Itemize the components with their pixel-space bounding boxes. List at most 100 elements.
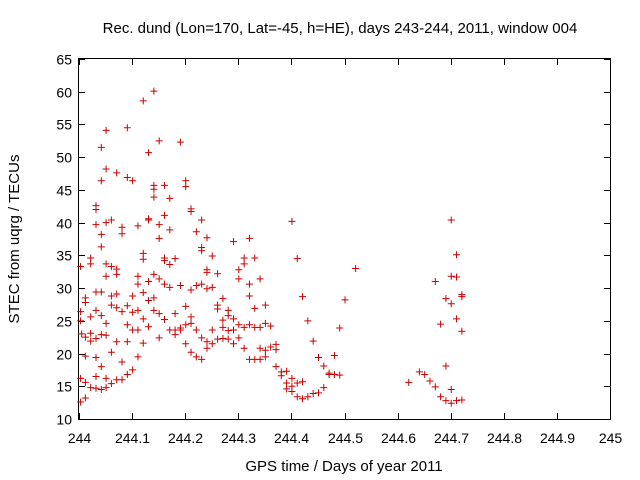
data-point	[102, 384, 110, 392]
data-point	[123, 321, 131, 329]
data-point	[304, 393, 312, 401]
data-point	[442, 397, 450, 405]
data-point	[77, 308, 85, 316]
data-point	[235, 275, 243, 283]
data-point	[139, 289, 147, 297]
data-point	[447, 272, 455, 280]
data-point	[198, 247, 206, 255]
data-point	[102, 165, 110, 173]
data-point	[251, 304, 259, 312]
x-tick-label: 244.4	[274, 430, 309, 446]
data-point	[293, 393, 301, 401]
data-point	[299, 378, 307, 386]
data-point	[81, 333, 89, 341]
data-point	[87, 337, 95, 345]
data-point	[160, 211, 168, 219]
data-point	[139, 249, 147, 257]
data-point	[113, 290, 121, 298]
data-point	[192, 281, 200, 289]
data-point	[139, 255, 147, 263]
data-point	[87, 384, 95, 392]
data-point	[198, 355, 206, 363]
data-point	[198, 334, 206, 342]
data-point	[107, 380, 115, 388]
data-point	[235, 266, 243, 274]
y-tick-label: 25	[56, 314, 72, 330]
data-point	[447, 399, 455, 407]
data-point	[293, 255, 301, 263]
data-point	[219, 323, 227, 331]
data-point	[134, 353, 142, 361]
data-point	[87, 329, 95, 337]
data-point	[97, 288, 105, 296]
data-point	[224, 335, 232, 343]
y-tick-label: 30	[56, 281, 72, 297]
data-point	[134, 326, 142, 334]
y-tick-label: 50	[56, 150, 72, 166]
data-point	[81, 352, 89, 360]
data-point	[113, 169, 121, 177]
chart-title: Rec. dund (Lon=170, Lat=-45, h=HE), days…	[103, 20, 578, 37]
data-point	[187, 348, 195, 356]
data-point	[352, 264, 360, 272]
data-point	[107, 292, 115, 300]
y-axis-label: STEC from uqrg / TECUs	[6, 155, 23, 324]
data-point	[118, 230, 126, 238]
data-point	[97, 312, 105, 320]
data-point	[97, 143, 105, 151]
data-point	[272, 363, 280, 371]
data-point	[219, 316, 227, 324]
data-point	[134, 280, 142, 288]
x-tick-label: 244.5	[328, 430, 363, 446]
data-point	[77, 374, 85, 382]
data-point	[123, 370, 131, 378]
data-point	[92, 372, 100, 380]
x-tick-label: 244.6	[381, 430, 416, 446]
data-point	[208, 326, 216, 334]
y-tick-label: 10	[56, 412, 72, 428]
data-point	[123, 124, 131, 132]
data-point	[442, 362, 450, 370]
data-point	[208, 340, 216, 348]
data-point	[97, 386, 105, 394]
data-point	[277, 372, 285, 380]
data-point	[113, 270, 121, 278]
data-point	[453, 251, 461, 259]
data-point	[219, 334, 227, 342]
data-point	[240, 254, 248, 262]
y-tick-label: 35	[56, 248, 72, 264]
data-point	[139, 339, 147, 347]
data-point	[421, 370, 429, 378]
x-tick-label: 244.1	[115, 430, 150, 446]
data-point	[458, 293, 466, 301]
x-axis: 244 244.1 244.2 244.3 244.4 244.5 244.6 244.7 24…	[68, 59, 622, 446]
data-point	[87, 254, 95, 262]
data-point	[155, 275, 163, 283]
data-point	[155, 334, 163, 342]
y-tick-label: 65	[56, 52, 72, 68]
data-point	[123, 338, 131, 346]
data-point	[118, 308, 126, 316]
data-point	[245, 234, 253, 242]
data-point	[192, 326, 200, 334]
data-point	[129, 177, 137, 185]
data-point	[102, 272, 110, 280]
data-point	[92, 353, 100, 361]
data-point	[92, 384, 100, 392]
data-point	[224, 327, 232, 335]
data-point	[453, 273, 461, 281]
data-point	[299, 395, 307, 403]
data-point	[134, 272, 142, 280]
data-point	[187, 208, 195, 216]
data-point	[203, 285, 211, 293]
data-point	[160, 257, 168, 265]
data-point	[288, 217, 296, 225]
data-point	[203, 338, 211, 346]
data-point	[330, 352, 338, 360]
data-point	[240, 344, 248, 352]
data-point	[97, 363, 105, 371]
data-point	[256, 344, 264, 352]
data-point	[219, 295, 227, 303]
data-point	[150, 185, 158, 193]
data-point	[235, 334, 243, 342]
